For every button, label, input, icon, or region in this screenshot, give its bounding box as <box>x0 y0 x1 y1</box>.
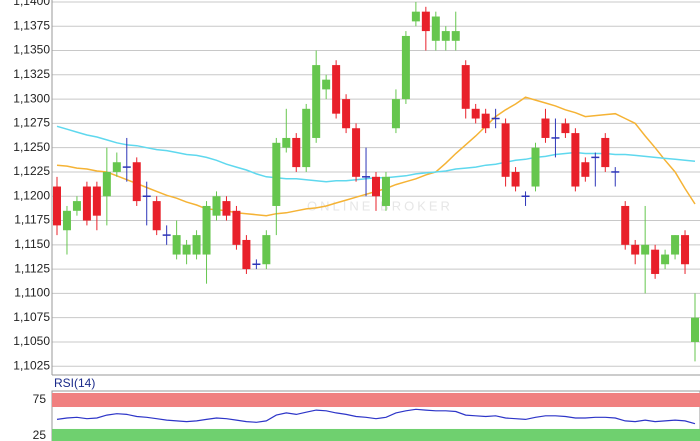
candle-body <box>82 186 91 221</box>
y-tick-label: 1,1325 <box>13 67 50 81</box>
candle-body <box>401 35 410 100</box>
level-band <box>52 392 700 407</box>
candle-body <box>292 137 301 168</box>
candle-body <box>242 239 251 270</box>
y-tick-label: 1,1175 <box>14 213 50 227</box>
candle-body <box>471 108 480 119</box>
candle-body <box>132 162 141 202</box>
candle-body <box>272 142 281 206</box>
y-tick-label: 1,1350 <box>13 43 50 57</box>
y-tick-label: 1,1100 <box>14 286 50 300</box>
y-tick-label: 1,1375 <box>13 18 50 32</box>
candle-body <box>621 205 630 245</box>
candle-body <box>421 11 430 32</box>
candle-body <box>461 65 470 109</box>
candle-body <box>262 235 271 265</box>
candle-body <box>541 118 550 138</box>
candle-body <box>62 210 71 231</box>
candle-body <box>92 186 101 216</box>
candle-body <box>102 171 111 197</box>
candle-body <box>441 31 450 41</box>
candle-body <box>641 244 650 255</box>
y-tick-label: 1,1025 <box>13 358 50 372</box>
candle-body <box>431 16 440 41</box>
candle-body <box>661 254 670 265</box>
candle-body <box>53 186 61 226</box>
candle-body <box>651 249 660 274</box>
watermark: ONLINE BROKER <box>307 198 453 213</box>
candle-body <box>182 244 191 255</box>
y-tick-label: 1,1075 <box>13 310 50 324</box>
level-band <box>52 428 700 441</box>
candle-body <box>232 210 241 245</box>
candle-body <box>312 65 321 138</box>
candle-body <box>282 137 291 148</box>
candle-body <box>681 235 690 265</box>
candle-body <box>601 137 610 168</box>
candle-body <box>112 162 121 172</box>
candle-body <box>222 201 231 216</box>
candle-body <box>631 244 640 255</box>
candle-body <box>531 147 540 187</box>
candle-body <box>411 11 420 22</box>
y-tick-label: 1,1225 <box>13 164 50 178</box>
y-tick-label: 1,1125 <box>14 261 50 275</box>
candle-body <box>581 162 590 177</box>
y-tick-label: 1,1050 <box>13 334 50 348</box>
candle-body <box>381 176 390 206</box>
candle-body <box>172 235 181 255</box>
candle-body <box>671 235 680 255</box>
candle-body <box>691 317 699 342</box>
candle-body <box>451 31 460 41</box>
rsi-line <box>56 408 696 425</box>
y-tick-label: 1,1400 <box>13 0 50 8</box>
candle-body <box>352 128 361 177</box>
candle-body <box>481 113 490 129</box>
candle-body <box>372 176 380 197</box>
y-tick-label: 1,1150 <box>14 237 50 251</box>
candle-body <box>391 99 400 129</box>
candle-body <box>302 108 311 168</box>
y-tick-label: 1,1275 <box>13 116 50 130</box>
y-tick-label: 1,1300 <box>13 91 50 105</box>
candle-body <box>332 65 341 114</box>
rsi-title: RSI(14) <box>54 376 95 390</box>
candle-body <box>571 133 580 187</box>
y-tick-label: 1,1250 <box>13 140 50 154</box>
candle-body <box>212 196 221 216</box>
candle-body <box>342 99 351 129</box>
panel-frame <box>51 390 700 441</box>
candle-body <box>192 235 201 255</box>
y-tick-label: 75 <box>33 392 47 406</box>
candle-body <box>202 205 211 255</box>
candle-body <box>322 79 331 90</box>
candle-body <box>152 201 161 231</box>
candle-body <box>561 123 570 134</box>
candle-body <box>511 171 520 187</box>
candle-body <box>501 123 510 177</box>
y-tick-label: 1,1200 <box>13 188 50 202</box>
candle-body <box>72 201 81 211</box>
y-tick-label: 25 <box>33 428 47 441</box>
